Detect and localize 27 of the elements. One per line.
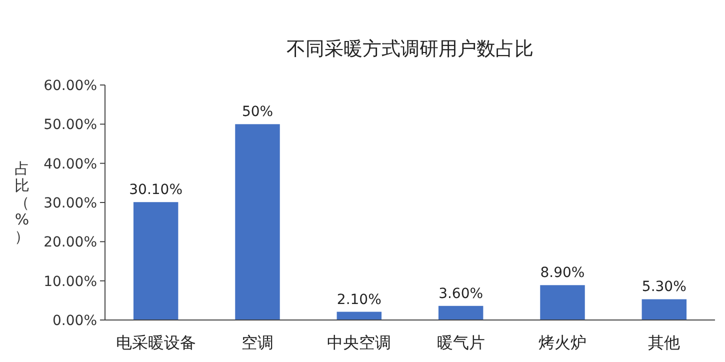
chart-title: 不同采暖方式调研用户数占比: [286, 38, 534, 60]
y-tick-label: 0.00%: [52, 313, 97, 329]
bar: [438, 306, 484, 320]
x-tick-label: 电采暖设备: [116, 333, 196, 352]
bar: [540, 285, 585, 320]
bar: [133, 202, 178, 320]
x-tick-label: 烤火炉: [538, 333, 586, 352]
y-tick-label: 50.00%: [44, 117, 97, 134]
y-tick-label: 30.00%: [44, 196, 97, 212]
x-tick-label: 中央空调: [327, 333, 392, 352]
y-tick-label: 10.00%: [44, 274, 97, 290]
x-tick-label: 暖气片: [436, 333, 485, 352]
data-label: 5.30%: [642, 279, 686, 296]
data-label: 30.10%: [129, 182, 183, 198]
y-tick-label: 40.00%: [44, 156, 97, 172]
x-tick-label: 其他: [648, 333, 680, 352]
y-axis-title: 占比（%）: [14, 160, 30, 246]
bar: [336, 312, 382, 320]
y-tick-label: 20.00%: [44, 234, 97, 251]
y-tick-label: 60.00%: [44, 78, 97, 94]
data-label: 50%: [242, 104, 274, 120]
data-label: 2.10%: [336, 292, 382, 308]
bar: [642, 299, 687, 320]
data-label: 8.90%: [540, 265, 585, 282]
x-tick-label: 空调: [242, 333, 274, 352]
data-label: 3.60%: [438, 286, 484, 302]
bar: [235, 124, 280, 320]
